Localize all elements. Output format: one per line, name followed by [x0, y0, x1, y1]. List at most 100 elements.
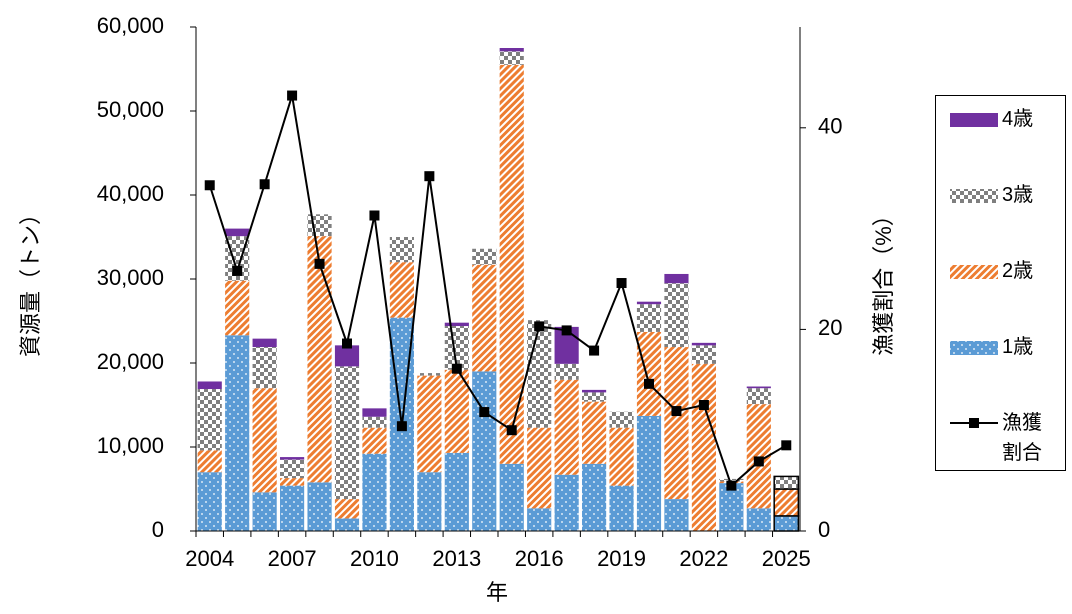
bar-segment [582, 463, 607, 531]
bar-segment [472, 371, 497, 531]
bar-segment [225, 228, 250, 237]
y-tick-label: 30,000 [97, 265, 164, 290]
bar-segment [664, 499, 689, 531]
line-marker [616, 278, 627, 289]
legend-swatch [950, 265, 998, 279]
x-tick-label: 2010 [350, 546, 399, 571]
bar-segment [472, 264, 497, 372]
bar-segment [334, 345, 360, 367]
bar-segment [362, 427, 387, 454]
y2-axis-title: 漁獲割合（%） [871, 204, 896, 356]
bar-segment [444, 322, 469, 327]
x-tick-label: 2013 [432, 546, 481, 571]
legend-label: 2歳 [1002, 260, 1034, 282]
line-marker [479, 407, 490, 418]
bar-segment [582, 389, 607, 393]
y-tick-label: 50,000 [97, 97, 164, 122]
line-marker [451, 363, 462, 374]
bar-segment [417, 373, 442, 376]
bar-segment [197, 389, 222, 451]
bar-segment [499, 64, 524, 464]
x-tick-label: 2019 [597, 546, 646, 571]
bar-segment [582, 392, 607, 402]
bar-segment [362, 408, 387, 417]
bar-segment [444, 369, 469, 453]
bar-segment [609, 411, 634, 428]
line-marker [726, 480, 737, 491]
line-marker [561, 325, 572, 336]
legend-swatch [950, 113, 998, 127]
y-axis-title: 資源量（トン） [18, 203, 43, 357]
bar-segment [334, 499, 360, 519]
line-marker [753, 456, 764, 467]
bar-segment [719, 478, 744, 482]
bar-segment [773, 475, 800, 490]
bar-segment [554, 379, 579, 475]
bar-segment [197, 450, 222, 473]
x-tick-label: 2004 [185, 546, 234, 571]
legend-label: 1歳 [1002, 336, 1034, 358]
line-marker [589, 345, 600, 356]
legend-item: 4歳 [948, 104, 1033, 134]
x-tick-label: 2016 [515, 546, 564, 571]
legend-swatch [950, 189, 998, 203]
bar-segment [499, 51, 524, 65]
y-tick-label: 20,000 [97, 349, 164, 374]
y2-tick-label: 40 [818, 114, 842, 139]
bar-segment [362, 416, 387, 428]
bar-segment [307, 236, 332, 483]
bar-segment [664, 273, 689, 284]
legend-label: 漁獲 割合 [1002, 412, 1042, 464]
bar-segment [280, 457, 305, 460]
y2-tick-label: 0 [818, 517, 830, 542]
y-tick-label: 60,000 [97, 13, 164, 38]
line-marker [644, 378, 654, 389]
bar-segment [746, 508, 771, 531]
legend-item: 1歳 [948, 332, 1033, 362]
bar-segment [636, 304, 662, 332]
y2-tick-label: 20 [818, 315, 842, 340]
bar-segment [582, 401, 607, 464]
legend-item: 2歳 [948, 256, 1033, 286]
bar-segment [499, 48, 524, 52]
bar-segment [746, 388, 771, 405]
bar-segment [252, 388, 277, 493]
bar-segment [334, 518, 360, 531]
legend: 4歳 3歳 2歳 1歳漁獲 割合 [935, 95, 1066, 471]
bar-segment [280, 459, 305, 479]
bar-segment [472, 248, 497, 265]
line-marker [287, 90, 298, 101]
bar-segment [225, 335, 250, 531]
bar-segment [417, 472, 442, 531]
bar-segment [691, 345, 716, 364]
legend-swatch [950, 418, 998, 428]
line-marker [342, 338, 352, 349]
bar-segment [252, 347, 277, 389]
bar-segment [334, 366, 360, 500]
bar-segment [609, 485, 634, 531]
bar-segment [252, 492, 277, 531]
bar-segment [636, 301, 662, 305]
line-marker [424, 171, 435, 182]
line-marker [671, 406, 682, 417]
y-tick-label: 0 [152, 517, 164, 542]
line-marker [369, 210, 380, 221]
bar-segment [197, 472, 222, 531]
bar-segment [636, 415, 662, 531]
bar-segment [773, 488, 800, 517]
line-marker [698, 400, 709, 410]
bar-segment [691, 342, 716, 346]
bar-segment [389, 237, 414, 263]
line-marker [232, 265, 243, 276]
bar-segment [362, 453, 387, 531]
line-marker [314, 258, 325, 269]
line-marker [396, 421, 407, 432]
bar-segment [252, 338, 277, 348]
bar-segment [554, 474, 579, 531]
legend-label: 3歳 [1002, 184, 1034, 206]
bar-segment [636, 331, 662, 416]
bar-segment [527, 508, 552, 531]
bar-segment [719, 483, 744, 531]
bar-segment [773, 515, 800, 532]
bar-segment [664, 347, 689, 500]
